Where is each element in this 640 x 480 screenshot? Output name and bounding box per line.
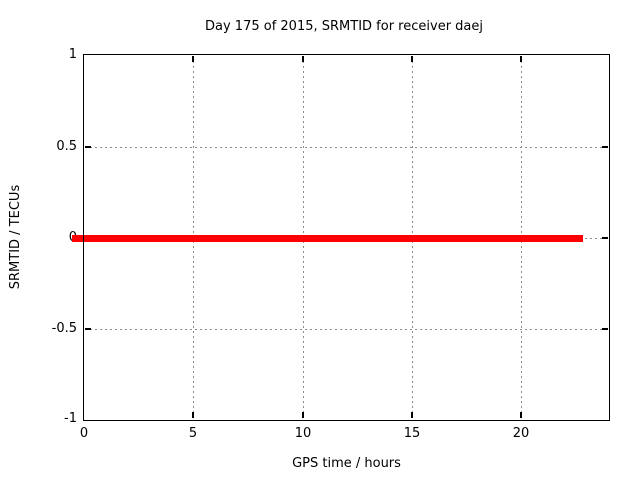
plot-frame <box>83 54 610 421</box>
x-tick-label-20: 20 <box>512 426 530 441</box>
x-tick-bottom-5 <box>192 412 194 418</box>
y-tick-right-0.5 <box>602 146 608 148</box>
x-tick-top-5 <box>192 56 194 62</box>
y-tick-label--0.5: -0.5 <box>51 321 77 336</box>
x-tick-bottom-10 <box>302 412 304 418</box>
y-tick-left--0.5 <box>85 328 91 330</box>
x-tick-label-0: 0 <box>79 426 89 441</box>
x-tick-label-10: 10 <box>294 426 312 441</box>
x-tick-top-10 <box>302 56 304 62</box>
y-tick-right--0.5 <box>602 328 608 330</box>
gridline-y-0.5 <box>85 147 607 148</box>
gridline-y--0.5 <box>85 329 607 330</box>
x-axis-label: GPS time / hours <box>292 456 401 471</box>
chart-title: Day 175 of 2015, SRMTID for receiver dae… <box>205 19 483 34</box>
x-tick-top-15 <box>411 56 413 62</box>
y-tick-label-1: 1 <box>68 47 77 62</box>
x-tick-bottom-20 <box>520 412 522 418</box>
y-tick-label--1: -1 <box>64 411 77 426</box>
y-tick-label-0.5: 0.5 <box>56 139 77 154</box>
x-tick-label-15: 15 <box>403 426 421 441</box>
x-tick-bottom-15 <box>411 412 413 418</box>
x-tick-label-5: 5 <box>188 426 198 441</box>
y-tick-right-0 <box>602 237 608 239</box>
x-tick-top-20 <box>520 56 522 62</box>
y-tick-label-0: 0 <box>20 230 77 246</box>
srmtid-series-line <box>72 235 583 242</box>
y-tick-left-0.5 <box>85 146 91 148</box>
